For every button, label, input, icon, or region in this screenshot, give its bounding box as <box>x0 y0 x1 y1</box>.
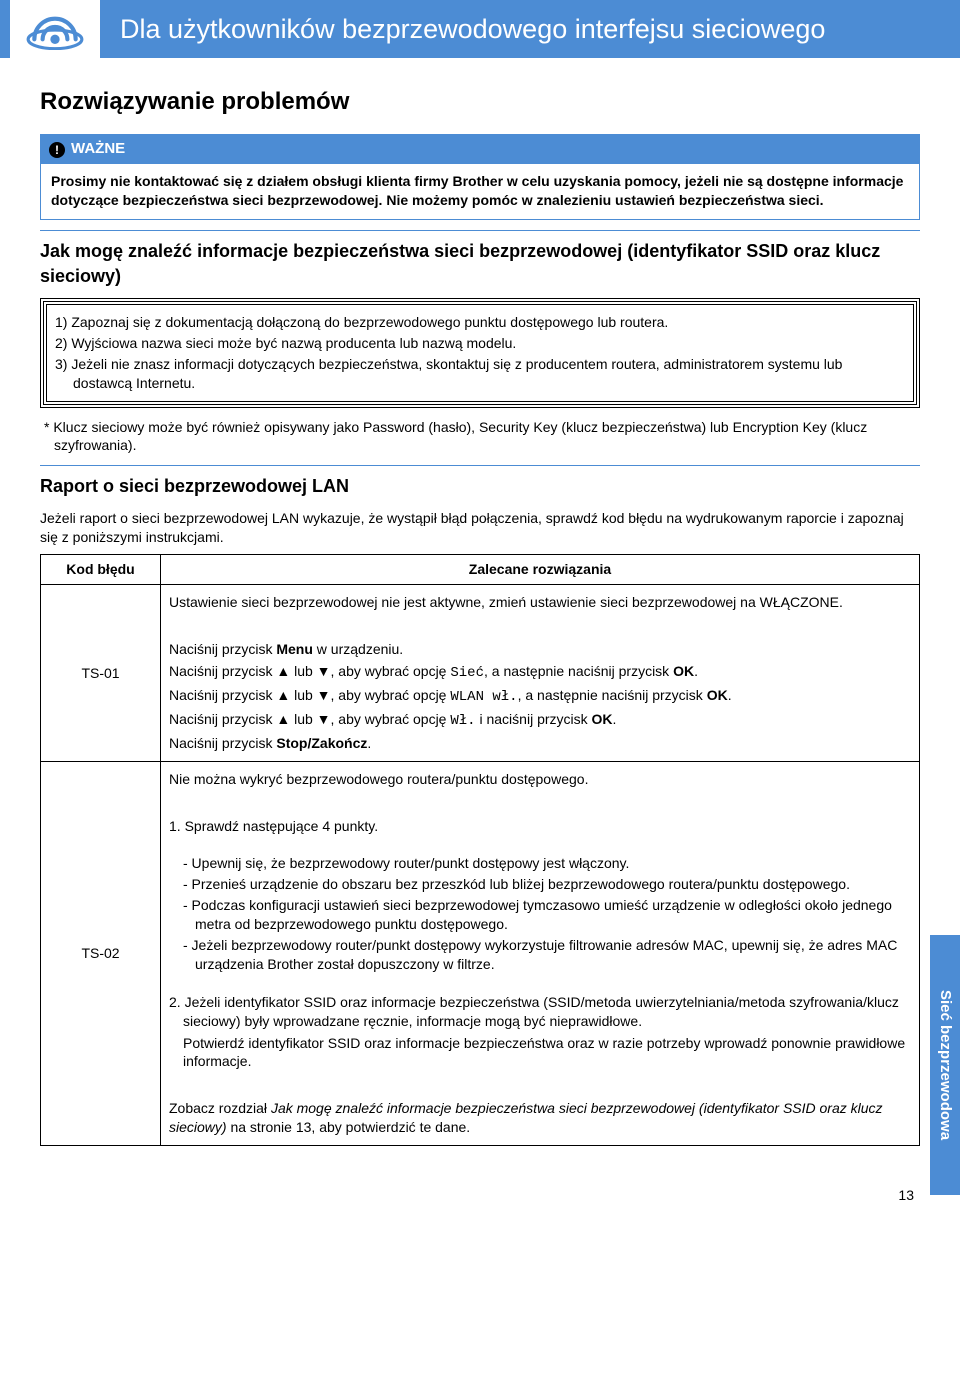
wazne-label: WAŻNE <box>71 139 125 159</box>
ssid-note: * Klucz sieciowy może być również opisyw… <box>54 418 920 456</box>
table-row: TS-01 Ustawienie sieci bezprzewodowej ni… <box>41 585 920 761</box>
wazne-box: ! WAŻNE Prosimy nie kontaktować się z dz… <box>40 134 920 220</box>
error-table: Kod błędu Zalecane rozwiązania TS-01 Ust… <box>40 554 920 1146</box>
ts01-step1: Naciśnij przycisk Menu w urządzeniu. <box>169 640 911 659</box>
ts01-step2: Naciśnij przycisk ▲ lub ▼, aby wybrać op… <box>169 662 911 683</box>
section-title: Rozwiązywanie problemów <box>40 86 920 118</box>
ts02-p3: Zobacz rozdział Jak mogę znaleźć informa… <box>169 1099 911 1137</box>
wazne-header: ! WAŻNE <box>41 135 919 163</box>
ssid-title: Jak mogę znaleźć informacje bezpieczeńst… <box>40 239 920 288</box>
header-banner: Dla użytkowników bezprzewodowego interfe… <box>0 0 960 58</box>
ssid-instructions-box: 1) Zapoznaj się z dokumentacją dołączoną… <box>40 298 920 408</box>
table-row: TS-02 Nie można wykryć bezprzewodowego r… <box>41 761 920 1145</box>
exclamation-icon: ! <box>49 142 65 158</box>
side-tab: Sieć bezprzewodowa <box>930 935 960 1195</box>
report-intro: Jeżeli raport o sieci bezprzewodowej LAN… <box>40 509 920 547</box>
ts02-dash-3: - Podczas konfiguracji ustawień sieci be… <box>183 896 911 934</box>
ts02-top: Nie można wykryć bezprzewodowego routera… <box>169 770 911 789</box>
ts01-step5: Naciśnij przycisk Stop/Zakończ. <box>169 734 911 753</box>
divider <box>40 465 920 466</box>
ssid-item-1: 1) Zapoznaj się z dokumentacją dołączoną… <box>55 313 905 332</box>
side-tab-label: Sieć bezprzewodowa <box>935 990 955 1140</box>
error-code: TS-01 <box>41 585 161 761</box>
ts02-dash-list: - Upewnij się, że bezprzewodowy router/p… <box>169 854 911 973</box>
ssid-item-3: 3) Jeżeli nie znasz informacji dotyczący… <box>55 355 905 393</box>
ts01-top: Ustawienie sieci bezprzewodowej nie jest… <box>169 593 911 612</box>
col-header-code: Kod błędu <box>41 555 161 585</box>
solution-ts01: Ustawienie sieci bezprzewodowej nie jest… <box>169 593 911 752</box>
ts01-step4: Naciśnij przycisk ▲ lub ▼, aby wybrać op… <box>169 710 911 731</box>
ssid-item-2: 2) Wyjściowa nazwa sieci może być nazwą … <box>55 334 905 353</box>
header-title: Dla użytkowników bezprzewodowego interfe… <box>120 11 825 47</box>
ts01-step3: Naciśnij przycisk ▲ lub ▼, aby wybrać op… <box>169 686 911 707</box>
ts02-p1: 1. Sprawdź następujące 4 punkty. <box>169 817 911 836</box>
ts02-dash-4: - Jeżeli bezprzewodowy router/punkt dost… <box>183 936 911 974</box>
wifi-icon <box>10 0 100 58</box>
ts02-p2a: 2. Jeżeli identyfikator SSID oraz inform… <box>169 993 911 1031</box>
ts02-p2b: Potwierdź identyfikator SSID oraz inform… <box>169 1034 911 1072</box>
col-header-solution: Zalecane rozwiązania <box>161 555 920 585</box>
page-number: 13 <box>40 1186 920 1205</box>
error-code: TS-02 <box>41 761 161 1145</box>
ts02-dash-2: - Przenieś urządzenie do obszaru bez prz… <box>183 875 911 894</box>
report-title: Raport o sieci bezprzewodowej LAN <box>40 474 920 498</box>
divider <box>40 230 920 231</box>
solution-ts02: Nie można wykryć bezprzewodowego routera… <box>169 770 911 1137</box>
wazne-body: Prosimy nie kontaktować się z działem ob… <box>41 164 919 220</box>
ts02-dash-1: - Upewnij się, że bezprzewodowy router/p… <box>183 854 911 873</box>
